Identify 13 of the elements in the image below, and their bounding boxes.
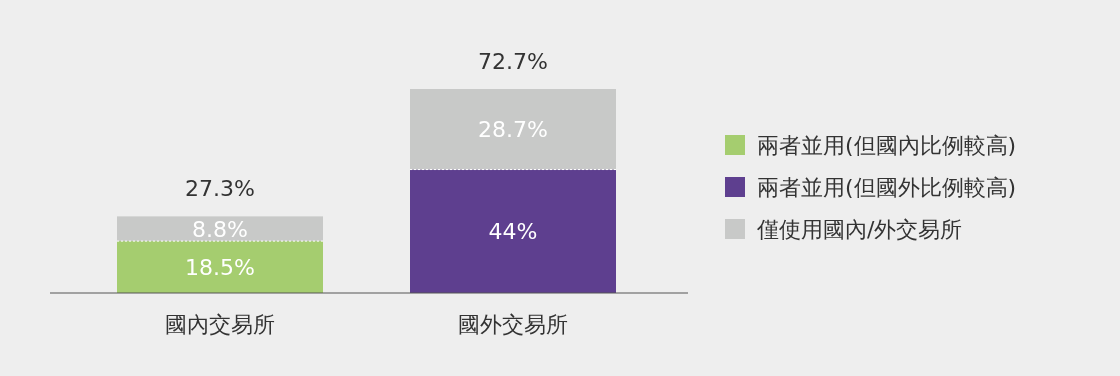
bar: [410, 169, 616, 293]
x-tick-label: 國內交易所: [165, 312, 275, 337]
data-label: 44%: [488, 219, 538, 245]
bar: [410, 89, 616, 170]
bar: [117, 241, 323, 293]
total-label: 72.7%: [478, 49, 548, 74]
data-label: 18.5%: [185, 255, 255, 281]
legend-label: 兩者並用(但國內比例較高): [757, 133, 1017, 158]
total-label: 27.3%: [185, 176, 255, 202]
x-tick-label: 國外交易所: [458, 312, 568, 337]
legend-label: 僅使用國內/外交易所: [756, 217, 963, 242]
legend-label: 兩者並用(但國外比例較高): [757, 175, 1017, 200]
bar: [117, 216, 323, 242]
